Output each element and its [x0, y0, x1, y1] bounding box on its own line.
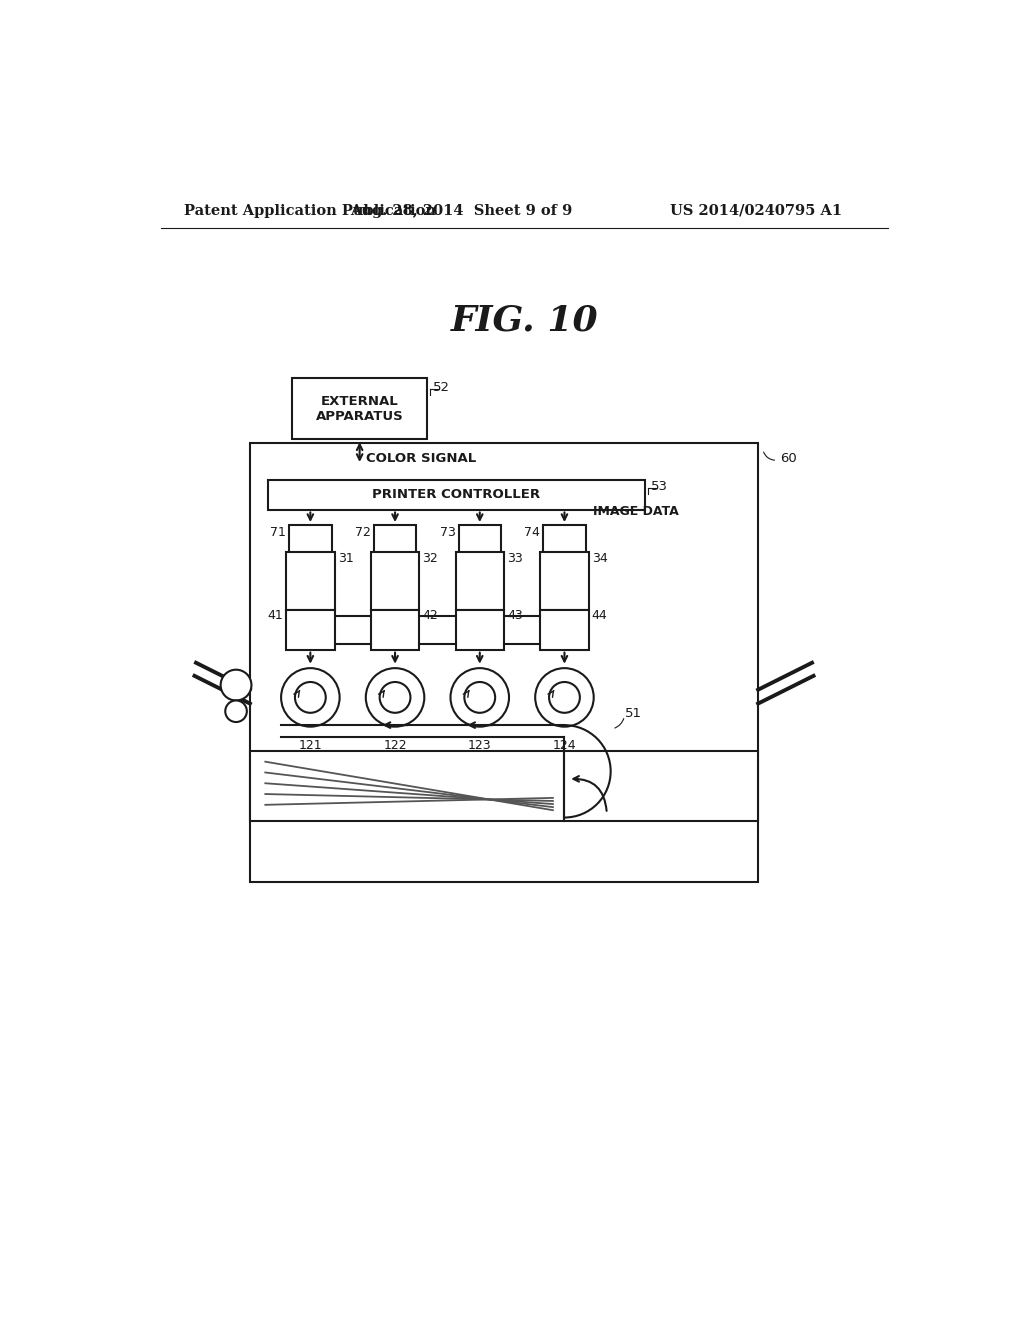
- Bar: [544, 525, 586, 602]
- Circle shape: [220, 669, 252, 701]
- Text: 74: 74: [524, 527, 541, 539]
- Bar: [371, 552, 419, 610]
- Text: 73: 73: [439, 527, 456, 539]
- Text: 124: 124: [553, 739, 577, 752]
- Bar: [250, 444, 758, 882]
- Bar: [250, 751, 758, 821]
- Bar: [374, 525, 416, 602]
- Bar: [456, 552, 504, 610]
- Text: 33: 33: [507, 552, 523, 565]
- Bar: [371, 610, 419, 649]
- Bar: [286, 552, 335, 610]
- Text: 60: 60: [779, 453, 797, 465]
- Text: 121: 121: [299, 739, 323, 752]
- Bar: [292, 378, 427, 440]
- Text: 34: 34: [592, 552, 607, 565]
- Text: 42: 42: [422, 610, 438, 622]
- Text: 43: 43: [507, 610, 523, 622]
- Text: 72: 72: [355, 527, 371, 539]
- Bar: [541, 610, 589, 649]
- Bar: [541, 552, 589, 610]
- Circle shape: [549, 682, 580, 713]
- Circle shape: [295, 682, 326, 713]
- Text: US 2014/0240795 A1: US 2014/0240795 A1: [670, 203, 842, 218]
- Text: PRINTER CONTROLLER: PRINTER CONTROLLER: [372, 488, 541, 502]
- Circle shape: [464, 682, 496, 713]
- Text: Patent Application Publication: Patent Application Publication: [184, 203, 436, 218]
- Bar: [289, 525, 332, 602]
- Text: 52: 52: [433, 380, 451, 393]
- Bar: [267, 480, 645, 510]
- Text: EXTERNAL
APPARATUS: EXTERNAL APPARATUS: [315, 395, 403, 422]
- Circle shape: [225, 701, 247, 722]
- Circle shape: [380, 682, 411, 713]
- Text: 53: 53: [651, 480, 668, 492]
- Text: 44: 44: [592, 610, 607, 622]
- Text: 51: 51: [625, 708, 641, 721]
- Bar: [286, 610, 335, 649]
- Text: 31: 31: [338, 552, 353, 565]
- Text: 71: 71: [270, 527, 286, 539]
- Text: FIG. 10: FIG. 10: [451, 304, 599, 337]
- Text: 32: 32: [422, 552, 438, 565]
- Text: 122: 122: [383, 739, 407, 752]
- Bar: [456, 610, 504, 649]
- Text: 123: 123: [468, 739, 492, 752]
- Text: Aug. 28, 2014  Sheet 9 of 9: Aug. 28, 2014 Sheet 9 of 9: [350, 203, 572, 218]
- Text: 41: 41: [267, 610, 283, 622]
- Text: COLOR SIGNAL: COLOR SIGNAL: [366, 453, 476, 465]
- Bar: [459, 525, 501, 602]
- Text: IMAGE DATA: IMAGE DATA: [593, 504, 679, 517]
